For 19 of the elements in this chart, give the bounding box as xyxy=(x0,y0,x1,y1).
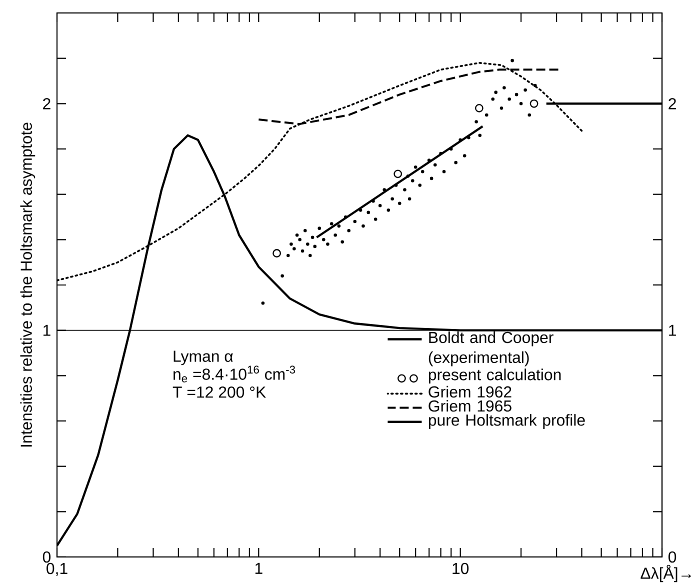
x-tick-label: 10 xyxy=(452,562,469,574)
y2-tick-label: 1 xyxy=(669,324,676,336)
y2-tick-label: 0 xyxy=(668,551,676,563)
legend-label: Griem 1962 xyxy=(428,386,512,398)
x-tick-label: 0,1 xyxy=(46,562,68,576)
legend-label: present calculation xyxy=(428,368,561,384)
y2-tick-label: 2 xyxy=(668,98,676,110)
annotation: Lyman α xyxy=(174,350,233,366)
y-axis-title: Intensities relative to the Holtsmark asymptote xyxy=(20,122,36,447)
legend-label: Griem 1965 xyxy=(428,400,512,412)
x-axis-title: Δλ[Å]→ xyxy=(640,564,692,582)
legend-label: Boldt and Cooper (experimental) xyxy=(428,331,554,366)
x-tick-label: 1 xyxy=(255,562,262,574)
y-tick-label: 0 xyxy=(42,551,51,563)
y-tick-label: 2 xyxy=(43,98,50,110)
annotation: T =12 200 °K xyxy=(172,386,266,398)
annotation: n$_{e}$ =8.4·10$^{16}$ cm$^{-3}$ xyxy=(174,366,296,382)
y-tick-label: 1 xyxy=(44,324,50,336)
legend-label: pure Holtsmark profile xyxy=(428,414,585,429)
